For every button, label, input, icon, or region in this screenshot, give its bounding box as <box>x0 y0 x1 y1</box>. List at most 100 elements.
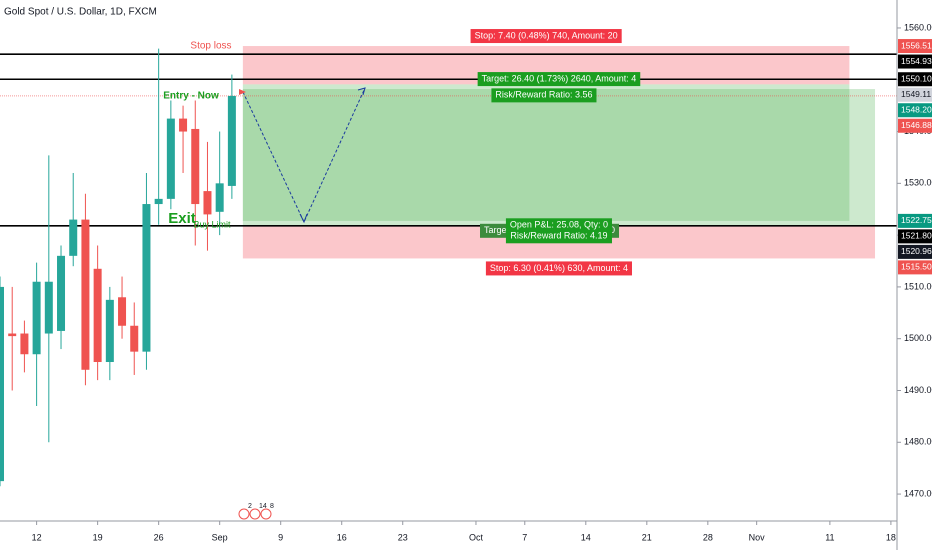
candle <box>57 245 66 350</box>
position-label: Stop: 6.30 (0.41%) 630, Amount: 4 <box>485 261 632 276</box>
candle-body <box>154 198 163 205</box>
price-label: 1549.11 <box>901 89 931 99</box>
position-boxes <box>242 46 876 259</box>
label-box <box>470 29 622 44</box>
price-label-box <box>898 87 932 102</box>
price-label: 1515.50 <box>901 262 932 272</box>
axes: 1470.00 1480.00 1490.00 1500.00 1510.00 1520.… <box>32 22 932 542</box>
y-tick-label: 1510.00 <box>904 281 932 291</box>
candle <box>166 100 175 210</box>
x-tick-label: 16 <box>337 532 347 542</box>
label-text: Target: 26.40 (1.73%) 2640, Amount: 4 <box>482 73 637 83</box>
candle <box>20 320 29 373</box>
x-tick-label: 19 <box>93 532 103 542</box>
arrow-path <box>242 87 366 224</box>
entry-marker <box>239 89 246 95</box>
annotation: Entry - Now <box>163 91 219 102</box>
x-tick-label: Oct <box>469 532 484 542</box>
label-text: Target: 26. <box>484 225 527 235</box>
annotation: Exit <box>168 210 196 227</box>
candle-body <box>93 268 102 363</box>
label-text: Stop: 6.30 (0.41%) 630, Amount: 4 <box>490 263 628 273</box>
arrow-head <box>299 213 308 224</box>
position-labels: Stop: 7.40 (0.48%) 740, Amount: 20 Risk/R… <box>470 29 641 276</box>
candle <box>0 276 4 487</box>
candle <box>81 193 90 386</box>
label-text: Stop: 7.40 (0.48%) 740, Amount: 20 <box>475 30 618 40</box>
event-icon <box>238 508 250 520</box>
candle <box>215 131 224 236</box>
candle-body <box>203 191 212 215</box>
price-label-box <box>898 213 932 228</box>
candle <box>203 141 212 251</box>
candle <box>44 155 53 443</box>
x-tick-label: Nov <box>749 532 766 542</box>
candle <box>93 245 102 381</box>
label-box <box>477 72 641 87</box>
candle-body <box>166 118 175 199</box>
price-label-box <box>898 244 932 259</box>
candle <box>227 74 236 199</box>
path-drawing <box>239 87 366 224</box>
candle-body <box>142 204 151 352</box>
price-label: 1520.96 <box>901 246 932 256</box>
x-tick-label: 28 <box>703 532 713 542</box>
x-tick-label: Sep <box>212 532 228 542</box>
price-label-box <box>898 229 932 244</box>
candle-body <box>118 297 127 326</box>
target-zone <box>242 84 850 221</box>
candle-body <box>69 219 78 256</box>
candle <box>69 172 78 267</box>
position-label: Risk/Reward Ratio: 3.56 <box>491 88 597 103</box>
candles <box>0 48 236 487</box>
y-tick-label: 1530.00 <box>904 178 932 188</box>
candle <box>130 302 139 375</box>
target-zone <box>242 89 876 226</box>
price-label: 1556.51 <box>901 40 932 50</box>
candle-body <box>179 118 188 132</box>
candle-body <box>32 281 41 355</box>
price-label: 1554.93 <box>901 56 932 66</box>
chart-title: Gold Spot / U.S. Dollar, 1D, FXCM <box>4 7 157 18</box>
events: 2 14 8 <box>238 503 274 520</box>
candle-body <box>0 286 4 482</box>
price-label: 1548.20 <box>901 104 932 114</box>
price-label-box <box>898 72 932 87</box>
candle-body <box>81 219 90 370</box>
position-label: Stop: 7.40 (0.48%) 740, Amount: 20 <box>470 29 622 44</box>
price-label: 1546.88 <box>901 120 932 130</box>
position-label: Target: 26.40 (1.73%) 2640, Amount: 4 <box>477 72 641 87</box>
label-box <box>485 261 632 276</box>
candle <box>142 172 151 370</box>
price-label: 1550.10 <box>901 73 932 83</box>
label-box <box>505 218 612 244</box>
price-label: 1522.75 <box>901 215 932 225</box>
candle-body <box>20 333 29 355</box>
x-tick-label: 18 <box>886 532 896 542</box>
annotation: Stop loss <box>190 41 231 52</box>
event-icon <box>249 508 261 520</box>
event-icon <box>260 508 272 520</box>
candle-body <box>57 255 66 331</box>
x-tick-label: 14 <box>581 532 591 542</box>
candle <box>8 286 17 391</box>
event-label: 14 <box>259 503 267 510</box>
y-tick-label: 1490.00 <box>904 385 932 395</box>
x-tick-label: 23 <box>398 532 408 542</box>
arrow-head <box>357 87 366 96</box>
candle <box>191 100 200 246</box>
label-text: Open P&L: 25.08, Qty: 0 <box>510 220 608 230</box>
candle-body <box>105 299 114 363</box>
y-tick-label: 1560.00 <box>904 22 932 32</box>
candle <box>154 48 163 225</box>
label-text: Risk/Reward Ratio: 3.56 <box>495 90 592 100</box>
x-tick-label: 12 <box>32 532 42 542</box>
price-label-box <box>898 118 932 133</box>
candle <box>105 286 114 381</box>
price-label: 1521.80 <box>901 231 932 241</box>
x-tick-label: 7 <box>522 532 527 542</box>
